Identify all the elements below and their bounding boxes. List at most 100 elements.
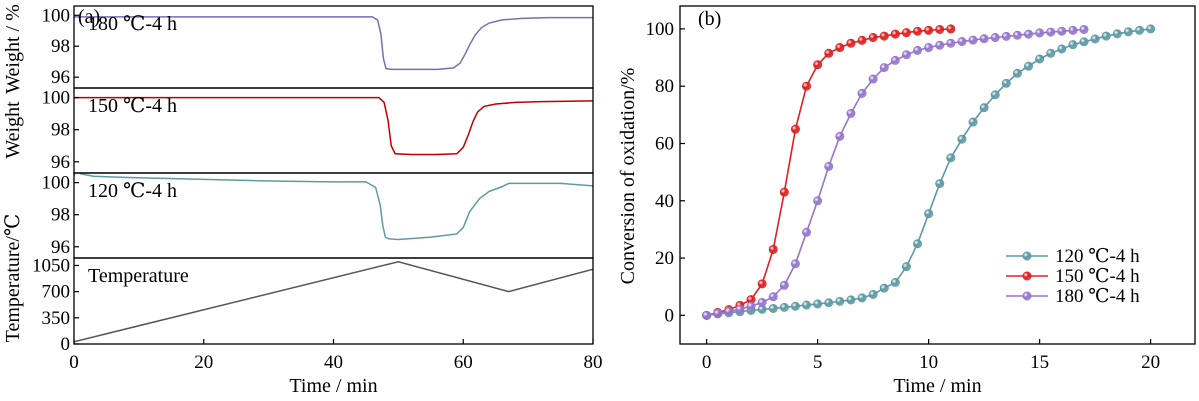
legend-item-1: 120 ℃-4 h (1006, 246, 1140, 267)
y-tick-label: 700 (42, 282, 71, 303)
data-point (957, 37, 967, 47)
data-point (1135, 25, 1145, 35)
subplot-2: 96 98 100 150 ℃-4 h (42, 87, 594, 174)
data-point (1123, 27, 1133, 37)
data-point (901, 262, 911, 272)
subplot-3: 96 98 100 120 ℃-4 h (42, 172, 594, 259)
y-tick-label: 60 (655, 133, 674, 154)
data-point (1024, 29, 1034, 39)
data-point (857, 88, 867, 98)
data-point (835, 131, 845, 141)
data-point (868, 74, 878, 84)
data-point (1012, 30, 1022, 40)
data-point (1112, 29, 1122, 39)
data-point (1035, 54, 1045, 64)
y-tick-label: 98 (51, 36, 70, 57)
panel-a-weight-temperature: 96 98 100 180 ℃-4 h 96 98 100 150 ℃-4 h 96 98 100 1… (2, 4, 603, 397)
data-point (924, 209, 934, 219)
data-point (1012, 68, 1022, 78)
data-point (779, 187, 789, 197)
y-axis-label: Conversion of oxidation/% (617, 68, 639, 285)
data-point (835, 296, 845, 306)
legend-marker (1022, 271, 1032, 281)
x-tick-label: 20 (194, 352, 213, 373)
data-point (1068, 40, 1078, 50)
subplot-annotation: 120 ℃-4 h (88, 180, 177, 202)
legend-label: 150 ℃-4 h (1055, 266, 1140, 287)
y-tick-label: 80 (655, 76, 674, 97)
y-tick-label: 100 (42, 5, 71, 26)
panel-label: (b) (698, 8, 721, 30)
data-point (901, 50, 911, 60)
data-point (824, 298, 834, 308)
x-tick-label: 10 (919, 352, 938, 373)
legend-marker (1022, 291, 1032, 301)
data-point (1079, 24, 1089, 34)
legend-item-2: 150 ℃-4 h (1006, 266, 1140, 287)
subplot-annotation: 150 ℃-4 h (88, 95, 177, 117)
x-tick-label: 80 (584, 352, 603, 373)
data-point (935, 24, 945, 34)
legend-item-3: 180 ℃-4 h (1006, 286, 1140, 307)
data-point (1035, 28, 1045, 38)
data-point (935, 179, 945, 189)
data-point (824, 48, 834, 58)
x-tick-label: 15 (1030, 352, 1049, 373)
data-point (802, 81, 812, 91)
y-axis-label-weight: Weight (2, 101, 24, 159)
data-point (857, 35, 867, 45)
data-point (879, 283, 889, 293)
x-tick-label: 40 (324, 352, 343, 373)
data-point (868, 33, 878, 43)
y-tick-label: 98 (51, 120, 70, 141)
data-point (757, 297, 767, 307)
data-point (768, 303, 778, 313)
x-tick-label: 60 (454, 352, 473, 373)
data-point (1079, 37, 1089, 47)
data-point (935, 40, 945, 50)
data-point (890, 277, 900, 287)
data-point (979, 34, 989, 44)
series-2 (702, 24, 956, 320)
subplot-4: 0 350 700 1050 Temperature (32, 255, 594, 355)
data-point (868, 289, 878, 299)
data-point (946, 24, 956, 34)
data-point (779, 280, 789, 290)
data-point (1046, 27, 1056, 37)
series-line (706, 28, 951, 317)
series-line (74, 16, 593, 71)
data-point (1057, 44, 1067, 54)
data-point (890, 55, 900, 65)
data-point (990, 33, 1000, 43)
x-tick-label: 5 (813, 352, 823, 373)
y-tick-label: 40 (655, 191, 674, 212)
data-point (913, 26, 923, 36)
series-3 (702, 24, 1089, 320)
data-point (901, 28, 911, 38)
data-point (990, 90, 1000, 100)
data-point (790, 124, 800, 134)
subplot-annotation: 180 ℃-4 h (88, 13, 177, 35)
series-line (74, 173, 593, 241)
data-point (946, 153, 956, 163)
data-point (913, 45, 923, 55)
x-tick-label: 0 (702, 352, 712, 373)
data-point (768, 292, 778, 302)
plot-frame (679, 5, 1196, 345)
panel-label: (a) (78, 6, 100, 28)
x-axis-label: Time / min (893, 375, 981, 397)
data-point (1101, 31, 1111, 41)
data-point (735, 304, 745, 314)
data-point (857, 293, 867, 303)
legend-label: 120 ℃-4 h (1055, 246, 1140, 267)
data-point (968, 117, 978, 127)
data-point (1046, 48, 1056, 58)
legend-label: 180 ℃-4 h (1055, 286, 1140, 307)
data-point (957, 134, 967, 144)
data-point (779, 302, 789, 312)
y-tick-label: 100 (646, 19, 675, 40)
data-point (846, 108, 856, 118)
data-point (846, 38, 856, 48)
